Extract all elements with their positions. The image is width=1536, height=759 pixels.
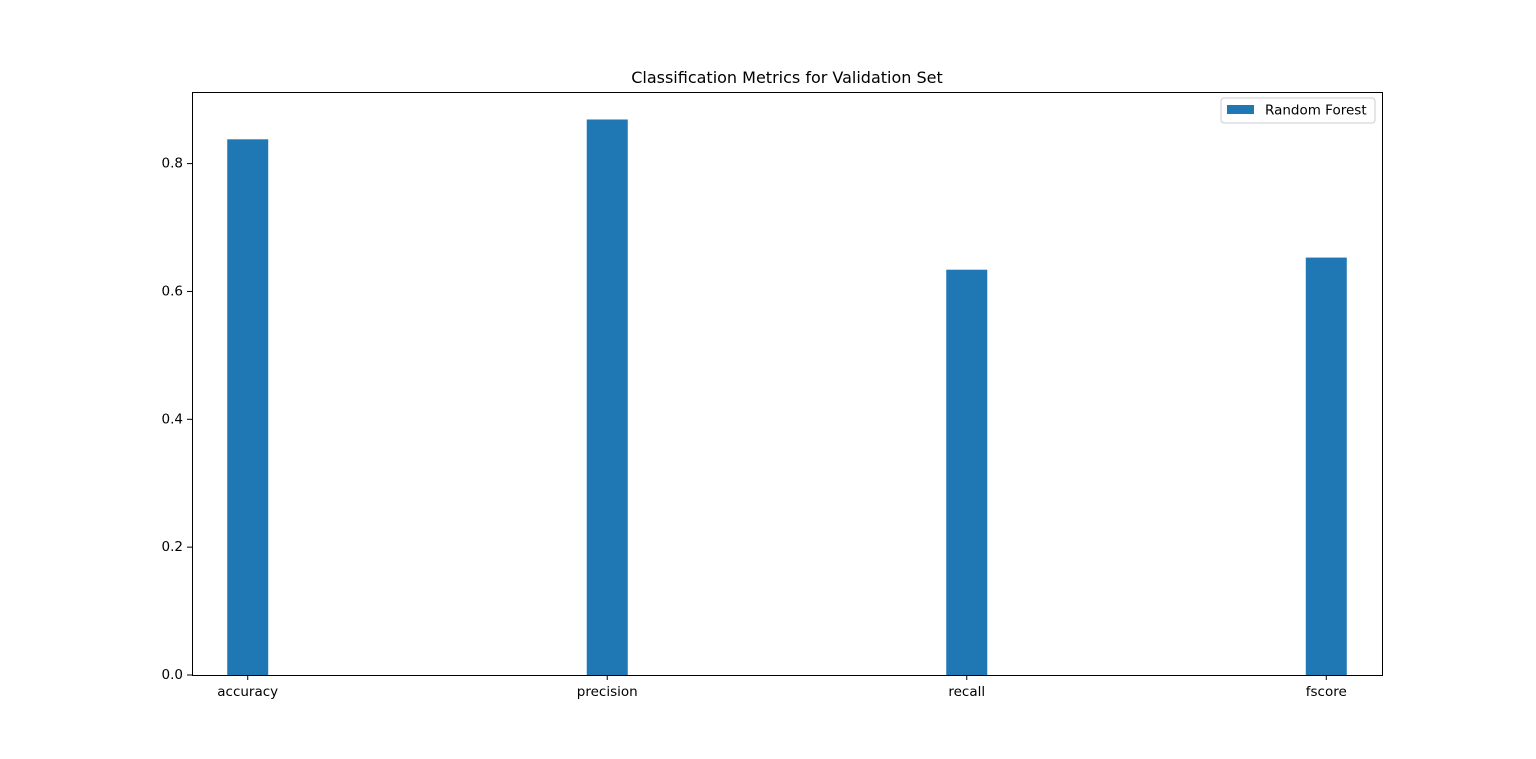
axes-frame [192, 92, 1383, 676]
legend: Random Forest [1220, 97, 1376, 124]
legend-swatch [1227, 105, 1254, 114]
x-tick-label: precision [577, 684, 638, 700]
bar-precision [586, 119, 628, 676]
bar-accuracy [227, 139, 269, 676]
y-axis: 0.0 0.2 0.4 0.6 0.8 [162, 156, 192, 683]
x-tick-label: accuracy [217, 684, 278, 700]
legend-label: Random Forest [1265, 103, 1367, 119]
y-tick-label: 0.8 [162, 156, 183, 172]
bars-group [227, 119, 1347, 676]
y-tick-label: 0.4 [162, 411, 183, 427]
x-tick-label: fscore [1306, 684, 1347, 700]
y-tick-label: 0.0 [162, 667, 183, 683]
legend-box [1220, 97, 1376, 124]
bar-recall [946, 269, 988, 675]
bar-fscore [1305, 257, 1347, 675]
x-axis: accuracy precision recall fscore [217, 675, 1347, 700]
y-tick-label: 0.6 [162, 283, 183, 299]
x-tick-label: recall [948, 684, 985, 700]
y-tick-label: 0.2 [162, 539, 183, 555]
chart-title: Classification Metrics for Validation Se… [631, 68, 943, 87]
